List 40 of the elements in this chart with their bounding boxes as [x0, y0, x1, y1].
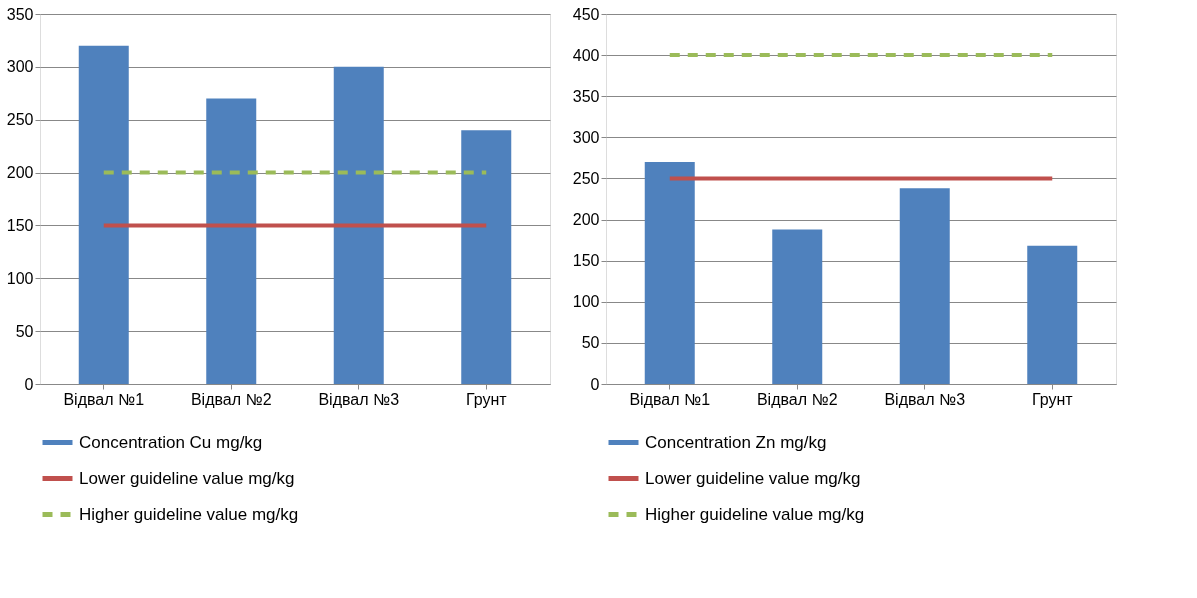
y-tick-label: 200 [572, 211, 600, 229]
y-tick-label: 0 [590, 375, 600, 393]
y-tick-label: 350 [6, 5, 34, 23]
y-tick-label: 300 [572, 128, 600, 146]
y-tick-label: 300 [6, 58, 34, 76]
bar [461, 130, 512, 384]
y-tick-label: 350 [572, 87, 600, 105]
x-tick-label: Грунт [1031, 390, 1074, 408]
legend-label: Higher guideline value mg/kg [79, 504, 299, 524]
bar [899, 188, 950, 384]
x-tick-label: Відвал №3 [318, 390, 400, 408]
bar [78, 45, 129, 384]
y-tick-label: 50 [15, 322, 34, 340]
y-tick-label: 100 [6, 269, 34, 287]
bar [1027, 245, 1078, 384]
y-tick-label: 150 [6, 216, 34, 234]
x-tick-label: Відвал №2 [756, 390, 838, 408]
x-tick-label: Відвал №3 [884, 390, 966, 408]
bar [644, 162, 695, 384]
bar [333, 66, 384, 384]
x-tick-label: Відвал №1 [629, 390, 711, 408]
legend-label: Concentration Cu mg/kg [79, 432, 263, 452]
legend-label: Concentration Zn mg/kg [645, 432, 827, 452]
legend-label: Higher guideline value mg/kg [645, 504, 865, 524]
bar [206, 98, 257, 384]
x-tick-label: Відвал №2 [190, 390, 272, 408]
y-tick-label: 150 [572, 252, 600, 270]
y-tick-label: 100 [572, 293, 600, 311]
y-tick-label: 450 [572, 5, 600, 23]
bar [772, 229, 823, 384]
y-tick-label: 50 [581, 334, 600, 352]
legend-label: Lower guideline value mg/kg [79, 468, 295, 488]
x-tick-label: Відвал №1 [63, 390, 145, 408]
y-tick-label: 250 [6, 111, 34, 129]
legend-label: Lower guideline value mg/kg [645, 468, 861, 488]
y-tick-label: 400 [572, 46, 600, 64]
y-tick-label: 0 [24, 375, 34, 393]
y-tick-label: 250 [572, 169, 600, 187]
x-tick-label: Грунт [465, 390, 508, 408]
y-tick-label: 200 [6, 164, 34, 182]
